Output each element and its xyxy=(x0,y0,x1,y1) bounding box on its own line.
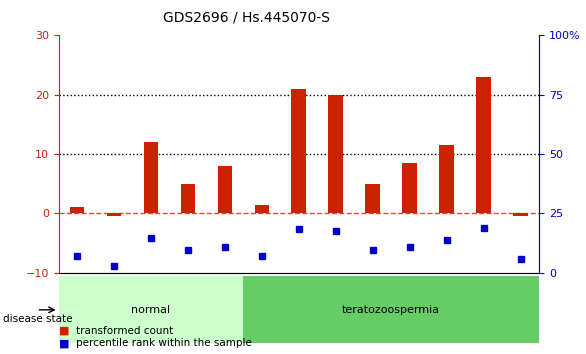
Text: transformed count: transformed count xyxy=(76,326,173,336)
Text: teratozoospermia: teratozoospermia xyxy=(342,305,440,315)
FancyBboxPatch shape xyxy=(243,276,539,343)
Text: normal: normal xyxy=(131,305,171,315)
Bar xyxy=(440,145,454,213)
Bar xyxy=(403,163,417,213)
FancyBboxPatch shape xyxy=(59,276,243,343)
Bar xyxy=(254,205,270,213)
Bar xyxy=(107,213,121,216)
Text: percentile rank within the sample: percentile rank within the sample xyxy=(76,338,252,348)
Bar xyxy=(328,95,343,213)
Text: ■: ■ xyxy=(59,338,69,348)
Text: ■: ■ xyxy=(59,326,69,336)
Bar xyxy=(476,77,491,213)
Bar xyxy=(180,184,195,213)
Bar xyxy=(70,207,84,213)
Bar xyxy=(217,166,232,213)
Bar xyxy=(144,142,158,213)
Bar xyxy=(513,213,528,216)
Bar xyxy=(366,184,380,213)
Text: disease state: disease state xyxy=(3,314,73,324)
Bar xyxy=(291,89,306,213)
Text: GDS2696 / Hs.445070-S: GDS2696 / Hs.445070-S xyxy=(163,11,329,25)
